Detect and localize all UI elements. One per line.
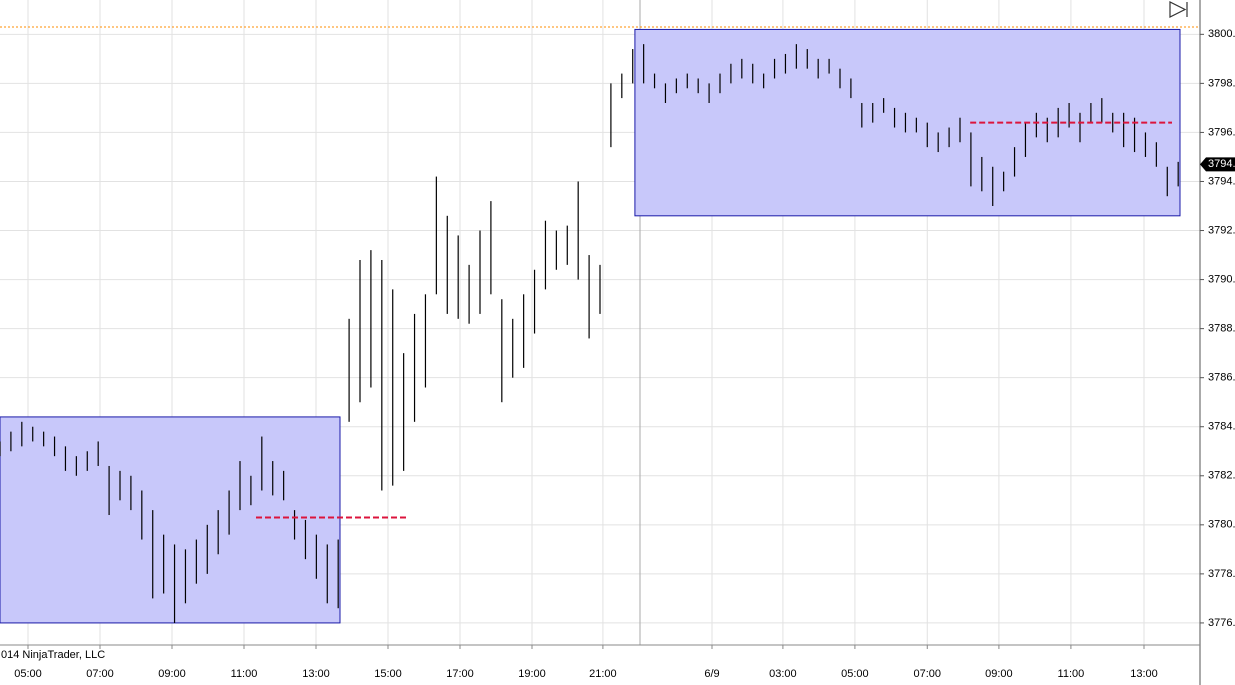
x-tick-label: 07:00 [914, 668, 942, 680]
y-tick-label: 3796.0 [1208, 126, 1235, 138]
price-bars [0, 44, 1179, 623]
x-tick-label: 09:00 [158, 668, 186, 680]
y-tick-label: 3788.0 [1208, 323, 1235, 335]
x-tick-label: 15:00 [374, 668, 402, 680]
x-tick-label: 11:00 [1058, 668, 1085, 680]
copyright: 014 NinjaTrader, LLC [1, 649, 105, 661]
y-tick-label: 3778.0 [1208, 568, 1235, 580]
x-tick-label: 07:00 [86, 668, 114, 680]
x-tick-label: 13:00 [1130, 668, 1158, 680]
x-tick-label: 17:00 [446, 668, 474, 680]
y-tick-label: 3786.0 [1208, 372, 1235, 384]
y-tick-label: 3798.0 [1208, 77, 1235, 89]
x-tick-label: 03:00 [769, 668, 797, 680]
y-tick-label: 3776.0 [1208, 617, 1235, 629]
x-tick-label: 21:00 [589, 668, 617, 680]
last-price-tag [1200, 157, 1235, 172]
y-tick-label: 3800.0 [1208, 28, 1235, 40]
last-price-label: 3794.7 [1208, 158, 1235, 170]
x-tick-label: 05:00 [841, 668, 869, 680]
scroll-end-button[interactable] [1169, 1, 1188, 18]
y-tick-label: 3784.0 [1208, 421, 1235, 433]
x-tick-label: 13:00 [302, 668, 330, 680]
x-tick-label: 05:00 [14, 668, 42, 680]
y-tick-label: 3782.0 [1208, 470, 1235, 482]
range-boxes [0, 28, 1181, 624]
x-tick-label: 19:00 [518, 668, 546, 680]
x-tick-label: 6/9 [704, 668, 719, 680]
y-tick-label: 3794.0 [1208, 175, 1235, 187]
x-tick-label: 11:00 [231, 668, 258, 680]
x-tick-label: 09:00 [985, 668, 1013, 680]
y-tick-label: 3790.0 [1208, 273, 1235, 285]
range-box [0, 416, 341, 624]
y-tick-label: 3792.0 [1208, 224, 1235, 236]
y-tick-label: 3780.0 [1208, 519, 1235, 531]
